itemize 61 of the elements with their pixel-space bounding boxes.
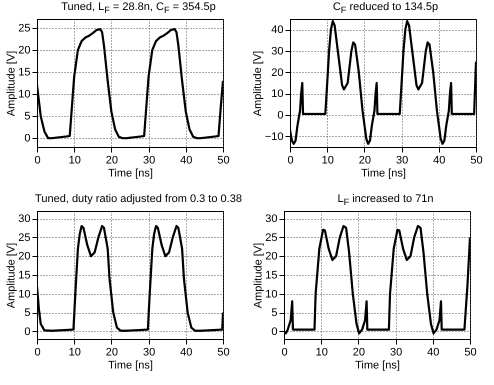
x-tick-label: 20 <box>358 154 372 166</box>
y-tick-label: 20 <box>18 250 30 263</box>
y-tick-label: 20 <box>271 66 284 79</box>
chart-title: Tuned, L$_{F}$ = 28.8n, C$_{F}$ = 354.5p <box>60 0 217 17</box>
y-tick-label: 0 <box>24 326 30 338</box>
x-axis-title: Time [ns] <box>108 360 153 372</box>
x-tick-label: 30 <box>142 154 156 166</box>
x-tick-label: 0 <box>34 154 41 166</box>
x-tick-label: 40 <box>180 154 192 166</box>
x-tick-label: 20 <box>106 154 118 166</box>
x-tick-label: 50 <box>217 154 230 166</box>
y-tick-label: 10 <box>18 88 30 101</box>
y-tick-label: 0 <box>271 326 278 338</box>
x-tick-label: 50 <box>470 154 483 166</box>
x-axis-title: Time [ns] <box>361 168 406 180</box>
y-tick-label: 15 <box>265 270 278 282</box>
y-tick-label: 25 <box>265 232 278 244</box>
y-tick-label: 5 <box>24 307 30 320</box>
y-tick-label: 0 <box>277 110 284 122</box>
y-tick-label: 25 <box>18 232 30 244</box>
x-tick-label: 30 <box>142 346 156 358</box>
chart-title: Tuned, duty ratio adjusted from 0.3 to 0.38 <box>34 192 243 207</box>
x-axis-title: Time [ns] <box>355 360 400 372</box>
x-tick-label: 50 <box>217 346 230 358</box>
x-axis-title: Time [ns] <box>108 168 153 180</box>
x-tick-label: 30 <box>396 154 408 166</box>
chart-title: L$_{F}$ increased to 71n <box>336 192 435 209</box>
y-tick-label: 5 <box>271 307 278 320</box>
y-tick-label: 15 <box>18 270 30 282</box>
y-tick-label: 5 <box>24 110 30 123</box>
x-tick-label: 40 <box>433 154 446 166</box>
x-tick-label: 40 <box>180 346 192 358</box>
y-tick-label: 10 <box>271 88 284 100</box>
x-tick-label: 30 <box>390 346 402 358</box>
y-tick-label: 30 <box>265 213 278 226</box>
y-axis-title: Amplitude [V] <box>5 50 18 116</box>
y-axis-title: Amplitude [V] <box>5 242 18 308</box>
y-tick-label: 40 <box>271 24 284 36</box>
y-tick-label: 30 <box>18 213 30 226</box>
y-tick-label: 10 <box>18 288 30 300</box>
x-tick-label: 10 <box>68 154 81 166</box>
y-axis-title: Amplitude [V] <box>252 50 264 116</box>
x-tick-label: 50 <box>464 346 477 358</box>
x-tick-label: 10 <box>316 346 328 358</box>
chart-title: C$_{F}$ reduced to 134.5p <box>332 0 440 17</box>
y-tick-label: 15 <box>18 66 30 78</box>
x-tick-label: 40 <box>427 346 440 358</box>
x-tick-label: 0 <box>34 346 41 358</box>
y-tick-label: 0 <box>24 132 30 145</box>
x-tick-label: 20 <box>106 346 118 358</box>
y-axis-title: Amplitude [V] <box>252 242 264 308</box>
y-tick-label: 25 <box>18 22 30 34</box>
y-tick-label: 30 <box>271 46 284 58</box>
x-tick-label: 20 <box>352 346 366 358</box>
x-tick-label: 10 <box>322 154 334 166</box>
y-tick-label: 20 <box>18 44 30 56</box>
x-tick-label: 0 <box>287 154 294 166</box>
x-tick-label: 10 <box>68 346 81 358</box>
y-tick-label: 20 <box>265 250 278 263</box>
y-tick-label: 10 <box>265 288 278 300</box>
y-tick-label: −10 <box>264 130 284 143</box>
